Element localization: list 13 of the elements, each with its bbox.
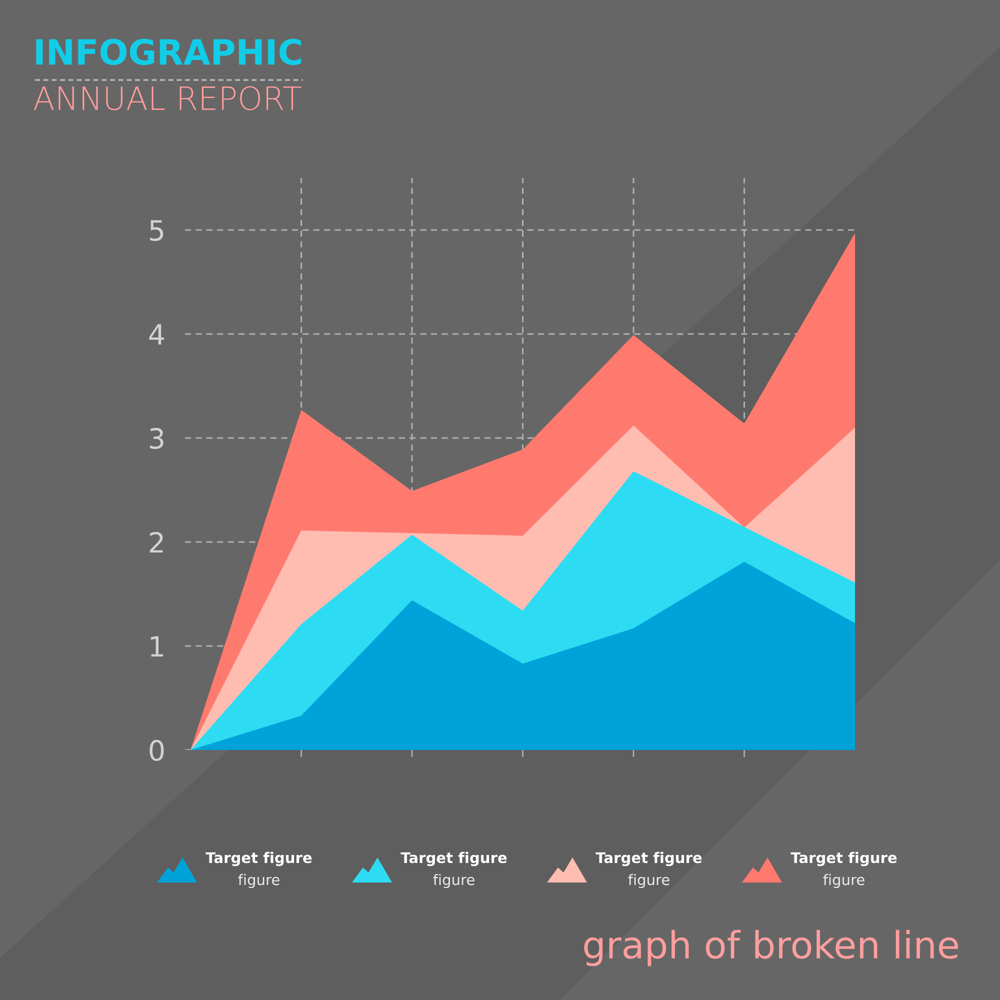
y-tick-label: 0 <box>150 740 164 761</box>
legend-label: Target figure figure <box>400 852 507 888</box>
chart-title: INFOGRAPHIC <box>36 38 302 66</box>
legend-label: Target figure figure <box>206 852 312 888</box>
y-tick-label: 4 <box>149 324 164 345</box>
y-tick-label: 5 <box>150 220 164 241</box>
y-tick-label: 1 <box>150 636 163 657</box>
chart-subtitle: ANNUAL REPORT <box>34 86 302 110</box>
y-tick-label: 2 <box>150 532 163 553</box>
text: graph of broken line <box>584 930 958 966</box>
y-tick-label: 3 <box>150 428 164 449</box>
legend-label: Target figure figure <box>790 852 897 888</box>
legend-label: Target figure figure <box>596 852 702 888</box>
